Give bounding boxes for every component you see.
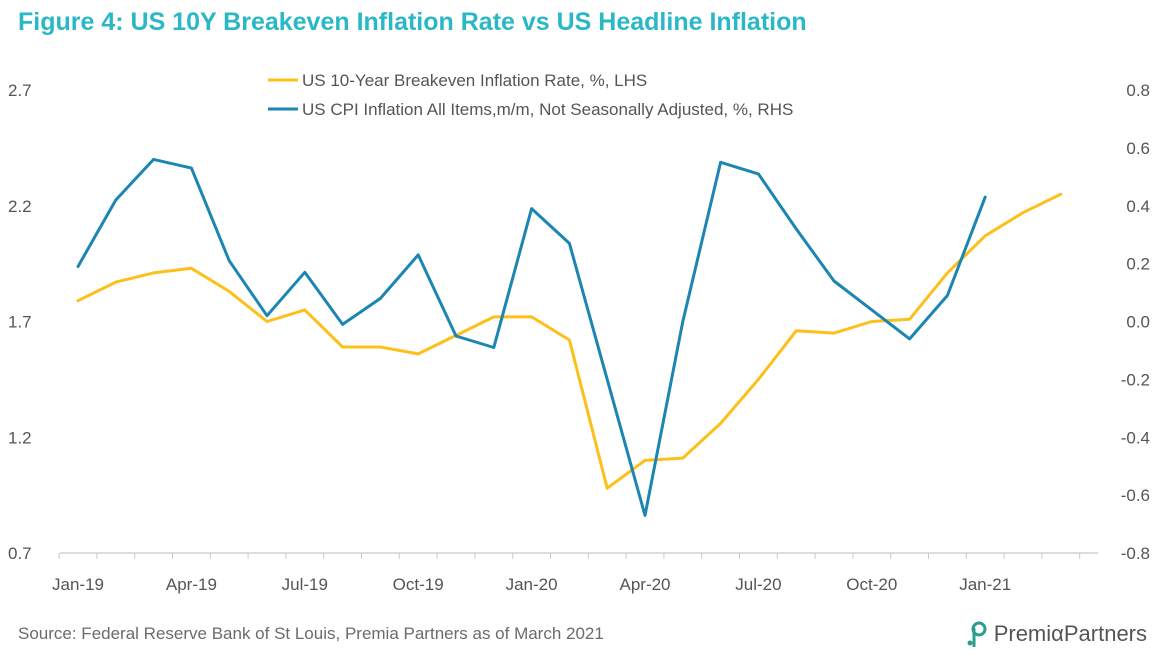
breakeven-series-line: [76, 192, 1063, 490]
x-tick-label: Jan-21: [959, 575, 1011, 594]
legend-label: US 10-Year Breakeven Inflation Rate, %, …: [302, 71, 647, 90]
y-left-tick-label: 1.2: [8, 428, 32, 447]
chart: Jan-19 Apr-19 Jul-19 Oct-19 Jan-20 Apr-20 Jul-…: [8, 71, 1150, 594]
y-left-tick-label: 2.7: [8, 81, 32, 100]
x-tick-label: Oct-20: [846, 575, 897, 594]
y-right-tick-label: 0.6: [1126, 139, 1150, 158]
y-right-tick-label: -0.2: [1121, 370, 1150, 389]
x-tick-label: Oct-19: [393, 575, 444, 594]
x-tick-label: Apr-20: [619, 575, 670, 594]
x-tick-label: Jul-19: [282, 575, 328, 594]
x-tick-label: Apr-19: [166, 575, 217, 594]
x-tick-label: Jan-19: [52, 575, 104, 594]
y-right-tick-label: 0.8: [1126, 81, 1150, 100]
premia-logo-icon: [967, 621, 987, 647]
y-right-tick-label: -0.8: [1121, 544, 1150, 563]
chart-title: Figure 4: US 10Y Breakeven Inflation Rat…: [18, 8, 807, 36]
logo-text: PremiαPartners: [993, 621, 1147, 646]
cpi-series-line: [76, 157, 987, 517]
y-left-tick-label: 0.7: [8, 544, 32, 563]
legend-label: US CPI Inflation All Items,m/m, Not Seas…: [302, 100, 793, 119]
x-tick-label: Jan-20: [506, 575, 558, 594]
chart-legend: US 10-Year Breakeven Inflation Rate, %, …: [268, 71, 793, 119]
y-left-tick-label: 1.7: [8, 313, 32, 332]
y-right-tick-label: 0.2: [1126, 255, 1150, 274]
y-right-tick-label: 0.4: [1126, 197, 1150, 216]
premia-partners-logo: PremiαPartners: [966, 621, 1147, 647]
y-right-tick-label: -0.6: [1121, 486, 1150, 505]
x-tick-label: Jul-20: [735, 575, 781, 594]
y-left-tick-label: 2.2: [8, 197, 32, 216]
y-right-tick-label: 0.0: [1126, 313, 1150, 332]
source-note: Source: Federal Reserve Bank of St Louis…: [18, 624, 604, 643]
y-right-tick-label: -0.4: [1121, 428, 1150, 447]
chart-lines: [76, 157, 1063, 517]
chart-axes: Jan-19 Apr-19 Jul-19 Oct-19 Jan-20 Apr-20 Jul-…: [8, 81, 1150, 594]
